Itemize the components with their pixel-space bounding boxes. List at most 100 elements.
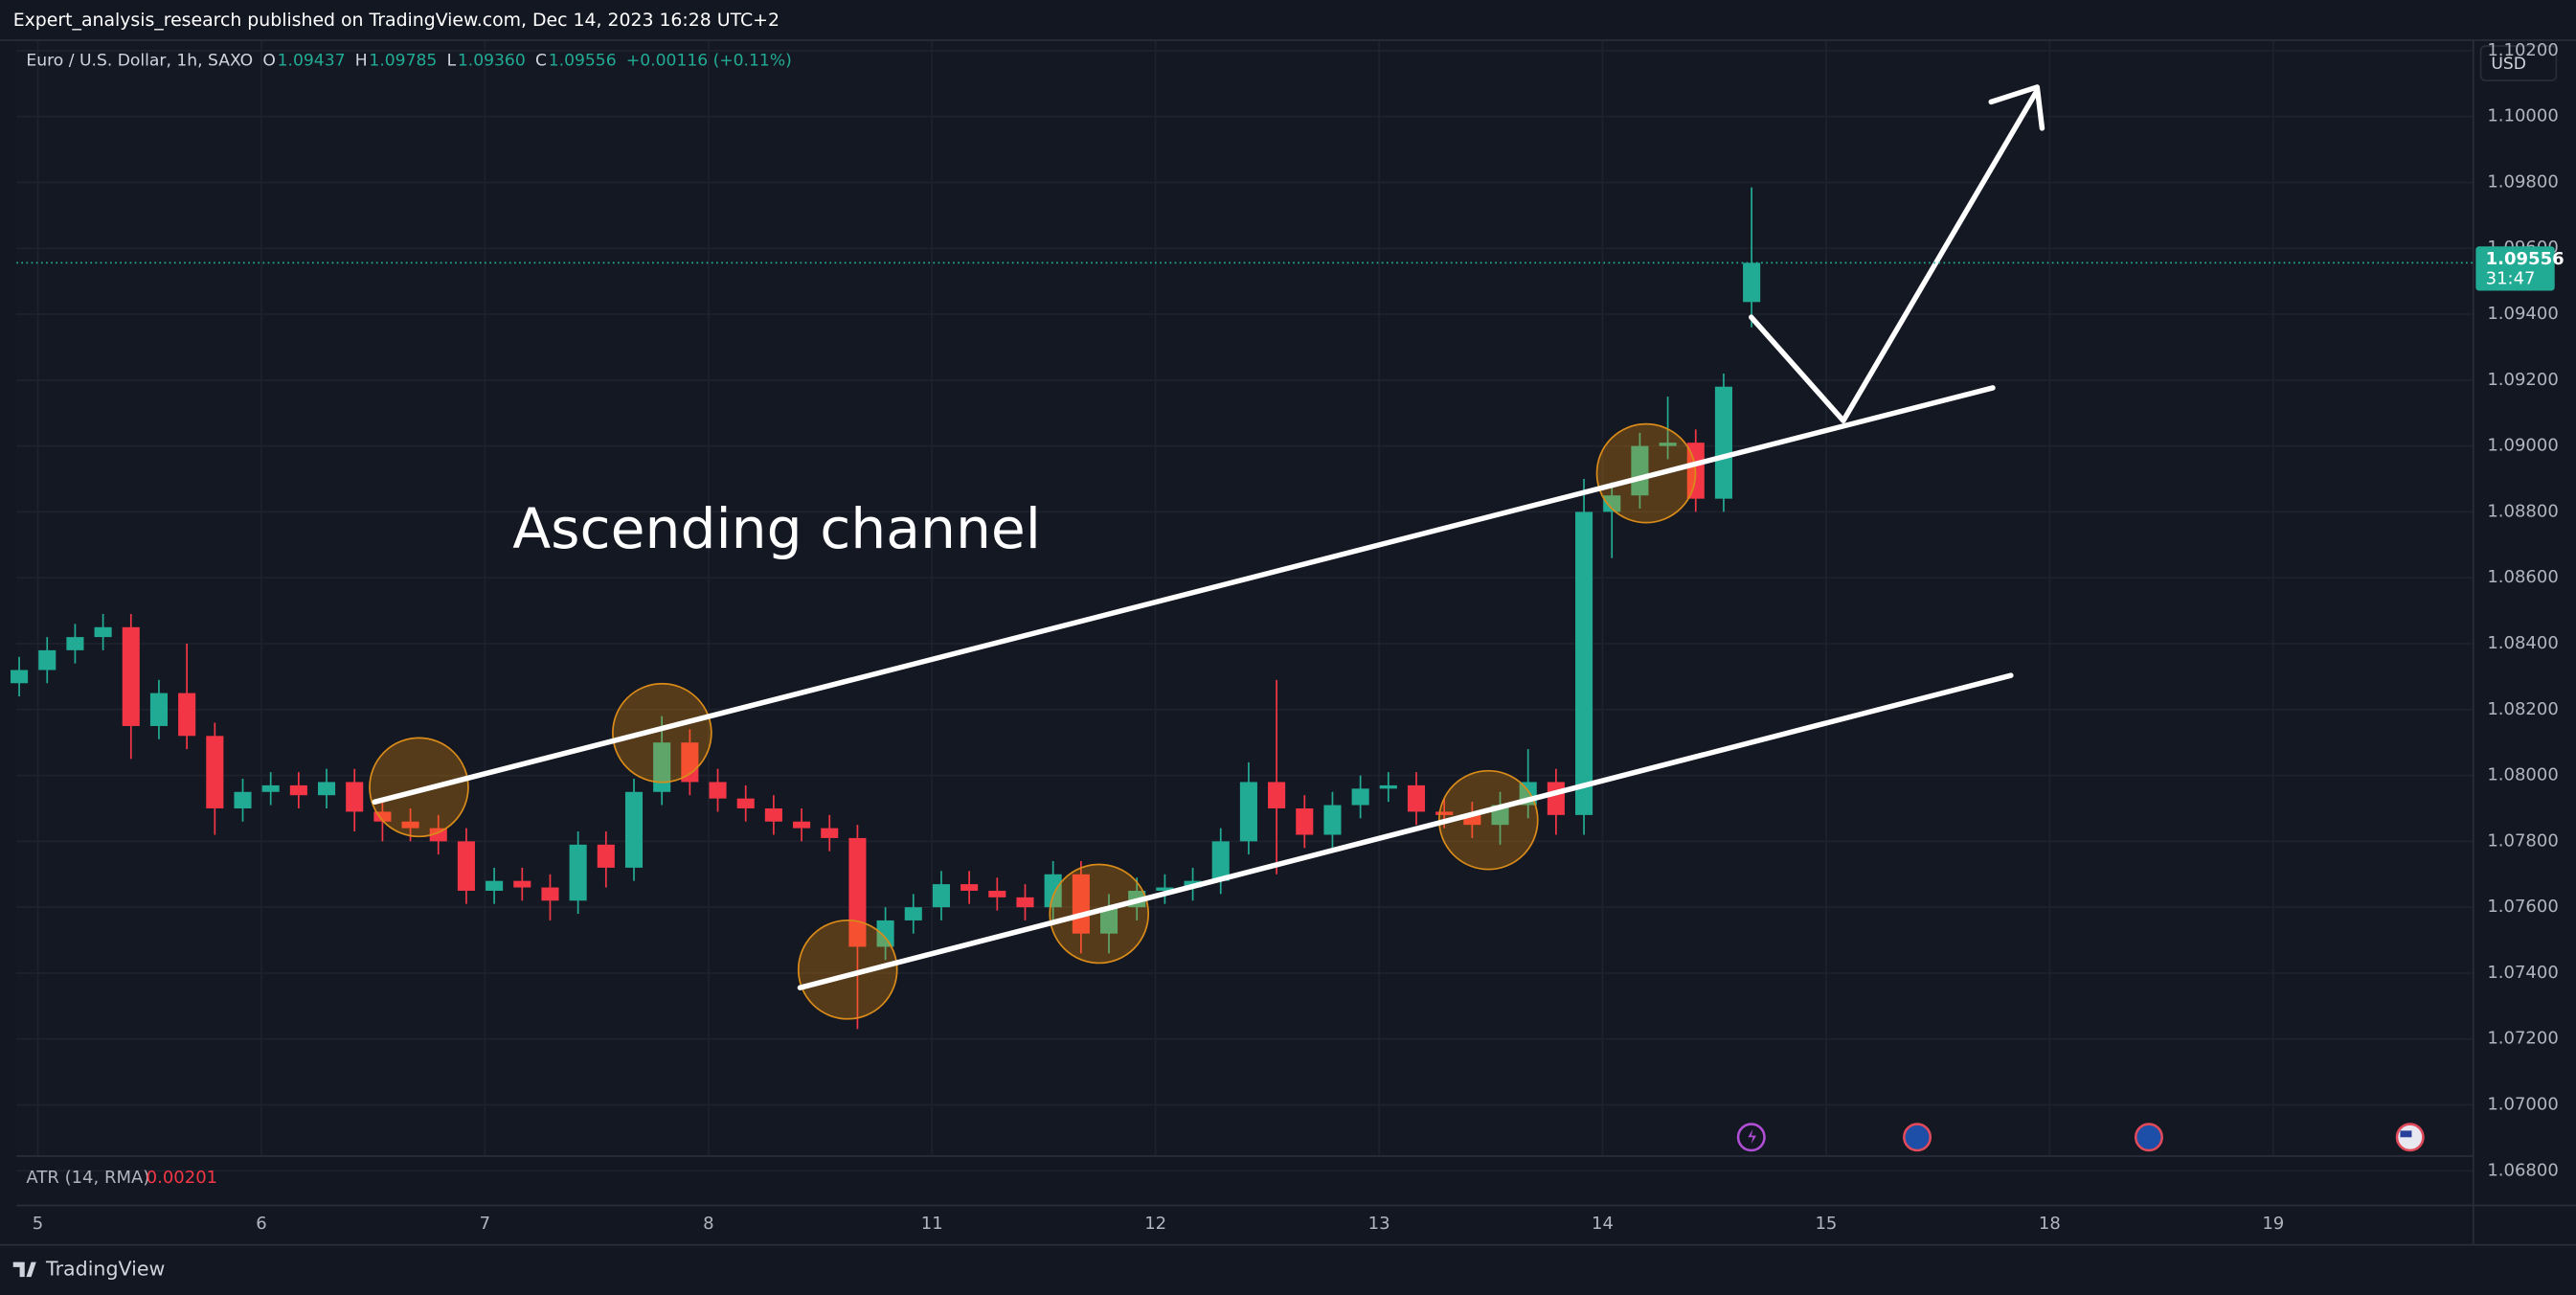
legend-low: 1.09360: [458, 51, 526, 70]
candle-body: [1407, 784, 1426, 812]
arrow-head: [1988, 84, 2045, 131]
currency-button[interactable]: [2479, 45, 2558, 81]
touch-zone: [369, 737, 469, 838]
x-tick-label: 14: [1592, 1214, 1614, 1234]
candle-body: [149, 693, 169, 726]
x-tick-label: 11: [921, 1214, 943, 1234]
candle-body: [1351, 788, 1369, 806]
candle-body: [1099, 907, 1119, 934]
x-tick-label: 19: [2262, 1214, 2284, 1234]
x-tick-label: 7: [480, 1214, 490, 1234]
y-tick-label: 1.07400: [2487, 963, 2558, 983]
candle-body: [541, 887, 559, 901]
candle-body: [1323, 805, 1342, 835]
event-icon[interactable]: [1903, 1123, 1932, 1152]
y-tick-label: 1.07200: [2487, 1029, 2558, 1049]
candle-body: [597, 844, 615, 868]
legend-close: 1.09556: [549, 51, 617, 70]
x-tick-label: 15: [1815, 1214, 1837, 1234]
y-tick-label: 1.09200: [2487, 370, 2558, 390]
x-tick-label: 12: [1144, 1214, 1166, 1234]
touch-zone: [1595, 422, 1697, 524]
flag-canton: [2400, 1130, 2412, 1138]
candle-body: [1016, 897, 1034, 908]
y-tick-label: 1.08400: [2487, 633, 2558, 653]
x-tick-label: 18: [2039, 1214, 2061, 1234]
candle-body: [624, 791, 644, 868]
event-icon-glyph: [1748, 1128, 1756, 1145]
projection-arrow: [1749, 87, 2041, 423]
candle-body: [1714, 386, 1732, 499]
y-tick-label: 1.08200: [2487, 699, 2558, 719]
y-tick-label: 1.08800: [2487, 501, 2558, 521]
x-tick-label: 13: [1368, 1214, 1390, 1234]
indicator-value: 0.00201: [147, 1168, 217, 1188]
x-tick-label: 5: [33, 1214, 43, 1234]
y-tick-label: 1.07000: [2487, 1095, 2558, 1115]
candle-body: [1268, 782, 1286, 808]
candle-body: [206, 736, 224, 808]
last-price-label: 1.09556: [2486, 249, 2565, 269]
candle-body: [1379, 784, 1397, 789]
brand: TradingView: [45, 1257, 165, 1280]
event-icon[interactable]: [2134, 1123, 2163, 1152]
candle-body: [234, 791, 252, 808]
candle-body: [1603, 495, 1621, 512]
candle-body: [1435, 811, 1454, 815]
publisher: Expert_analysis_research published on Tr…: [13, 10, 780, 31]
currency-label: USD: [2491, 55, 2526, 74]
candle-body: [373, 811, 392, 822]
touch-zone: [1049, 863, 1150, 965]
candle-body: [709, 782, 727, 799]
events: [1736, 1123, 2425, 1152]
candle-body: [1575, 511, 1593, 815]
legend-change: +0.00116 (+0.11%): [626, 51, 792, 70]
legend-low-label: L: [447, 51, 457, 70]
indicator-name: ATR (14, RMA): [26, 1168, 149, 1188]
candle-body: [66, 637, 84, 650]
candle-body: [429, 828, 447, 842]
legend-high: 1.09785: [369, 51, 437, 70]
candle-body: [486, 880, 504, 891]
candle-body: [1631, 445, 1649, 496]
plot-area: [16, 40, 2473, 1156]
candle-body: [681, 742, 699, 783]
candle-body: [736, 798, 755, 808]
candle-body: [1659, 443, 1677, 446]
y-tick-label: 1.07600: [2487, 897, 2558, 917]
candle-body: [178, 693, 196, 737]
candle-body: [346, 782, 364, 812]
candle-body: [876, 920, 894, 947]
touch-zone: [1437, 769, 1539, 871]
y-tick-label: 1.09400: [2487, 304, 2558, 324]
channel-upper: [372, 385, 1996, 806]
legend: Euro / U.S. Dollar, 1h, SAXO O 1.09437 H 1.0…: [26, 51, 791, 70]
candle-body: [1239, 782, 1257, 842]
y-tick-label: 1.10200: [2487, 40, 2558, 60]
candle-body: [1044, 874, 1062, 908]
touch-zone: [797, 919, 898, 1020]
candle-body: [457, 841, 475, 891]
candle-body: [513, 880, 531, 888]
y-tick-label: 1.09800: [2487, 171, 2558, 192]
candle-body: [1743, 262, 1761, 303]
candle-body: [1547, 782, 1565, 815]
legend-close-label: C: [535, 51, 547, 70]
candle-body: [38, 649, 56, 670]
candle-body: [11, 670, 29, 684]
legend-open: 1.09437: [278, 51, 346, 70]
x-tick-label: 8: [703, 1214, 713, 1234]
candle-body: [848, 837, 867, 947]
y-tick-label: 1.08000: [2487, 765, 2558, 785]
candle-body: [1211, 841, 1230, 881]
legend-symbol: Euro / U.S. Dollar, 1h, SAXO: [26, 51, 253, 70]
candle-body: [289, 784, 307, 796]
candle-body: [1296, 807, 1314, 835]
last-price-tag: [2475, 246, 2555, 291]
candle-body: [821, 828, 839, 838]
countdown: 31:47: [2486, 269, 2536, 289]
drawings: [369, 84, 2045, 1020]
